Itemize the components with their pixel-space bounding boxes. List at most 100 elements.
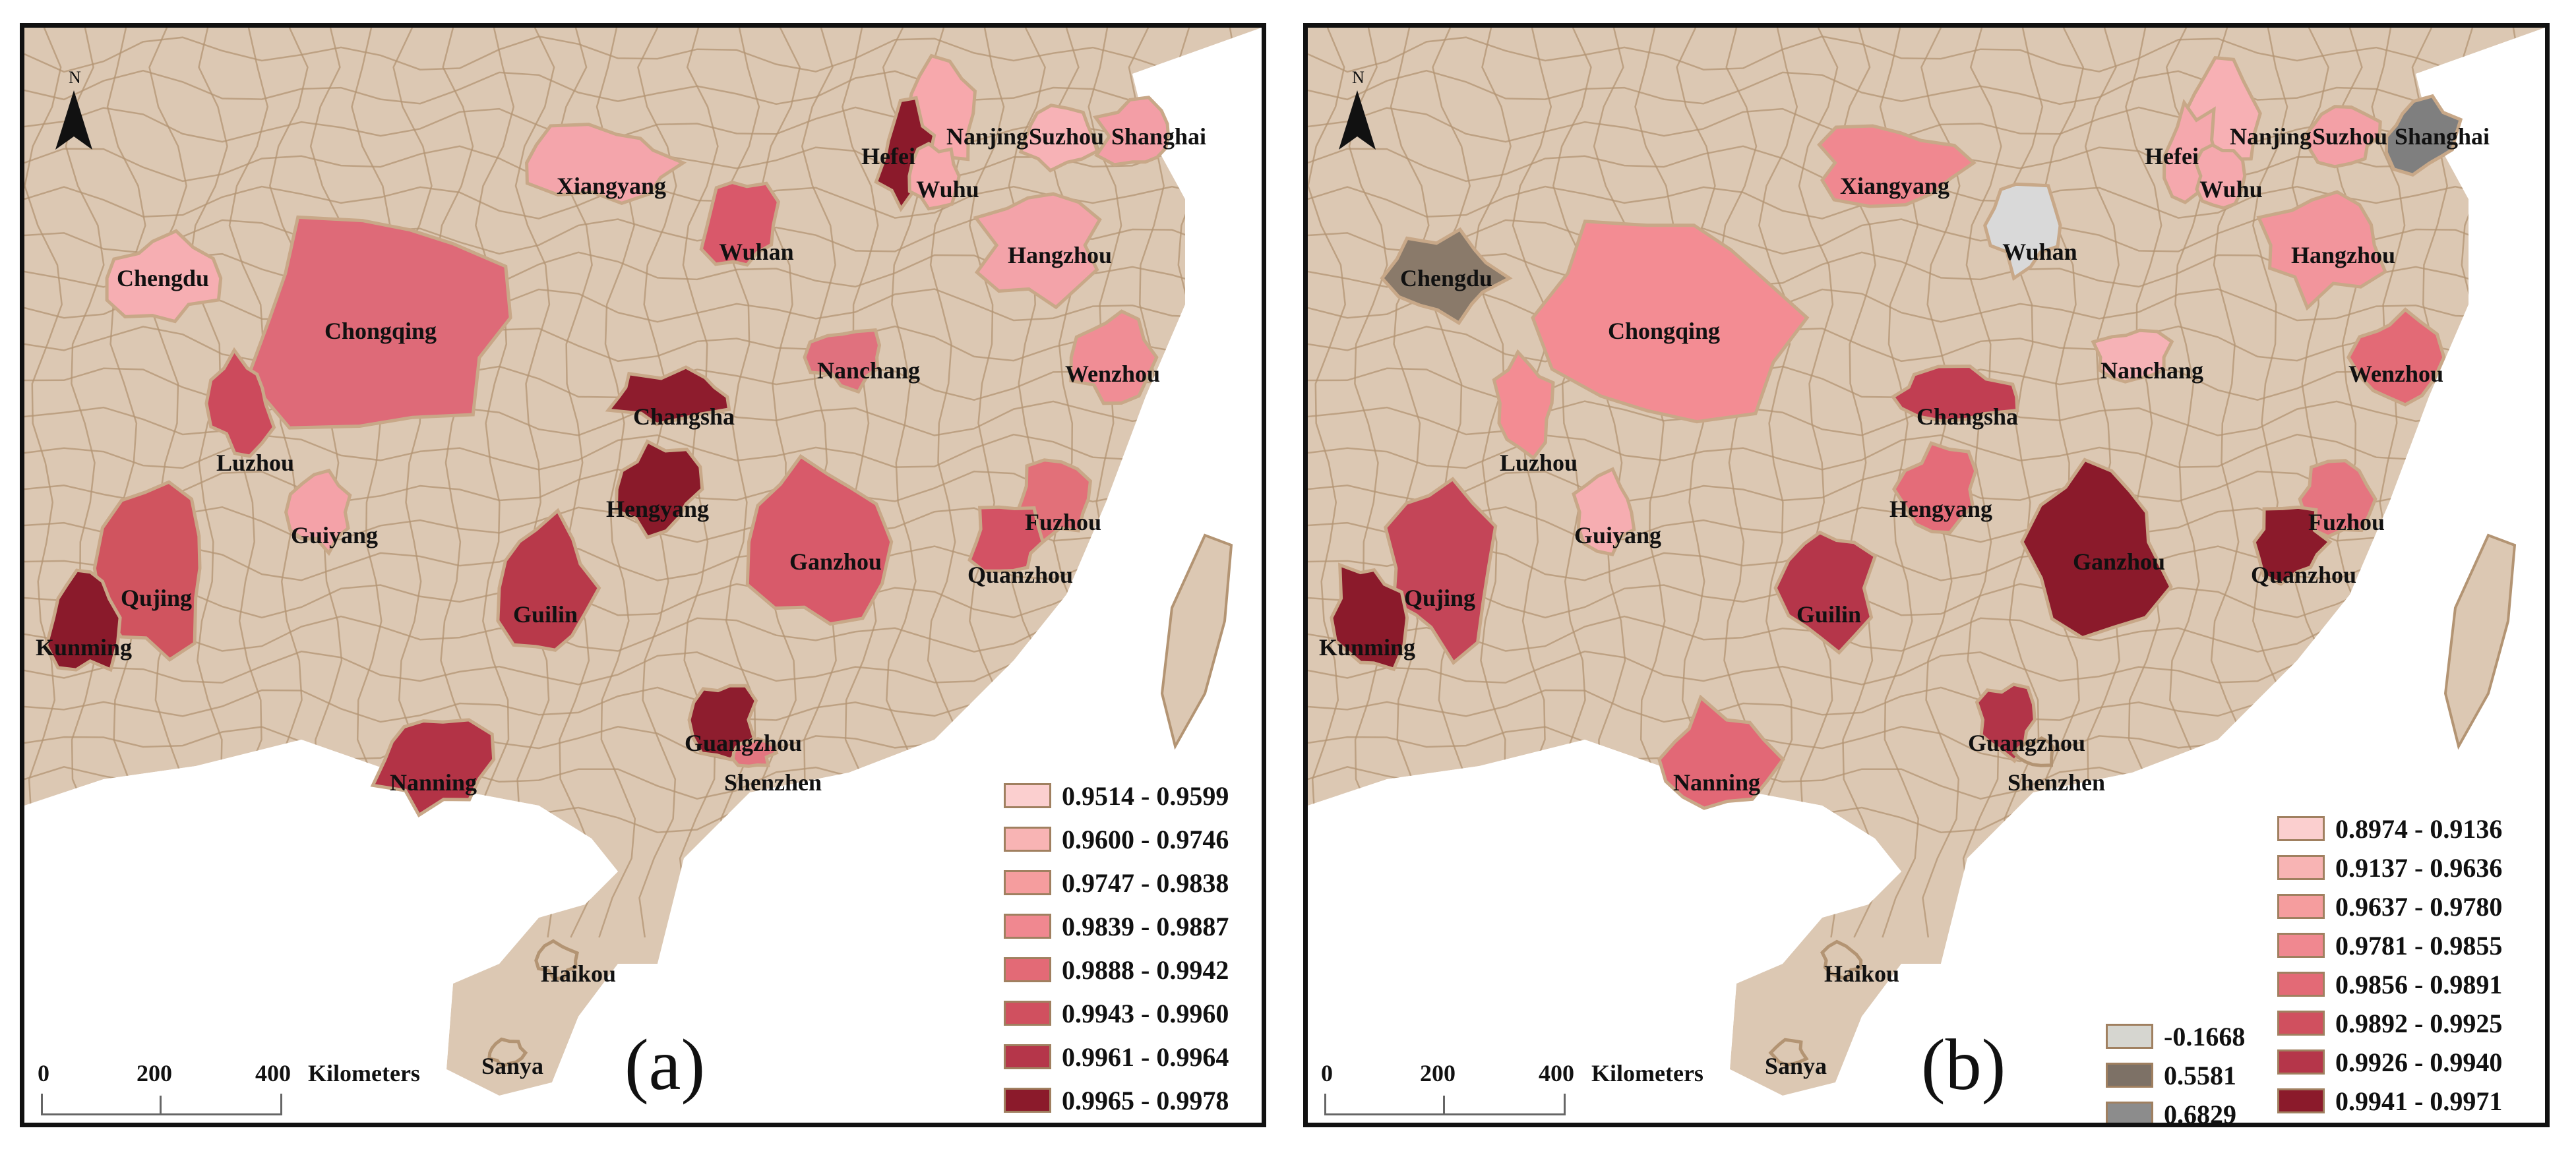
city-label-guangzhou: Guangzhou: [684, 730, 803, 756]
panel-letter: (b): [1921, 1024, 2006, 1105]
city-label-quanzhou: Quanzhou: [2250, 562, 2357, 588]
city-label-hefei: Hefei: [861, 143, 915, 169]
city-label-wuhan: Wuhan: [719, 239, 794, 265]
legend-label: 0.9965 - 0.9978: [1062, 1085, 1229, 1115]
legend-swatch: [2277, 1011, 2325, 1036]
legend-item: 0.9892 - 0.9925: [2277, 1007, 2502, 1040]
city-label-shenzhen: Shenzhen: [2007, 769, 2106, 796]
city-region-sanya: [487, 1037, 528, 1069]
taiwan-shape: [1160, 533, 1233, 750]
legend-label: 0.8974 - 0.9136: [2335, 813, 2503, 844]
city-region-shanghai: [1092, 96, 1171, 167]
legend-label: 0.9926 - 0.9940: [2335, 1047, 2503, 1077]
legend-label: 0.9514 - 0.9599: [1062, 781, 1229, 811]
city-label-guilin: Guilin: [512, 601, 578, 628]
city-label-nanjing: Nanjing: [2229, 123, 2312, 150]
scale-unit-label: Kilometers: [308, 1060, 420, 1086]
legend-swatch: [2106, 1063, 2153, 1088]
city-label-changsha: Changsha: [1916, 403, 2019, 430]
legend-label: 0.9888 - 0.9942: [1062, 955, 1229, 985]
city-label-fuzhou: Fuzhou: [1024, 509, 1102, 535]
scale-bar: [1324, 1094, 1566, 1115]
city-label-quanzhou: Quanzhou: [967, 562, 1074, 588]
north-arrow-icon: N: [54, 68, 94, 153]
city-label-ganzhou: Ganzhou: [2072, 548, 2166, 575]
north-label: N: [69, 68, 81, 87]
city-label-wuhu: Wuhu: [916, 176, 979, 202]
city-label-kunming: Kunming: [1318, 634, 1416, 661]
city-label-hefei: Hefei: [2145, 143, 2199, 169]
legend-item: 0.9888 - 0.9942: [1004, 953, 1229, 986]
city-label-wuhan: Wuhan: [2002, 239, 2077, 265]
legend-swatch: [2277, 972, 2325, 997]
scale-bar-tick: [1443, 1096, 1445, 1115]
city-region-hangzhou: [2256, 190, 2387, 311]
legend-label: 0.9747 - 0.9838: [1062, 868, 1229, 898]
city-label-luzhou: Luzhou: [1499, 450, 1578, 476]
city-label-nanning: Nanning: [1672, 769, 1761, 796]
city-region-shenzhen: [2011, 736, 2056, 767]
city-label-wenzhou: Wenzhou: [1064, 361, 1161, 387]
panel-letter: (a): [625, 1024, 706, 1105]
legend-swatch: [1004, 783, 1051, 808]
legend-item: 0.9514 - 0.9599: [1004, 779, 1229, 812]
city-label-shanghai: Shanghai: [2394, 123, 2490, 150]
city-region-xiangyang: [1817, 124, 1977, 208]
legend-item: 0.8974 - 0.9136: [2277, 812, 2502, 845]
city-region-nanning: [370, 718, 496, 818]
city-region-guilin: [496, 508, 601, 652]
city-label-fuzhou: Fuzhou: [2308, 509, 2385, 535]
legend-label: 0.9856 - 0.9891: [2335, 969, 2503, 999]
scale-tick-label: 200: [137, 1060, 172, 1086]
city-label-changsha: Changsha: [632, 403, 735, 430]
legend-swatch: [2277, 816, 2325, 841]
scale-unit-label: Kilometers: [1591, 1060, 1703, 1086]
legend-swatch: [2277, 933, 2325, 958]
legend-item: 0.9637 - 0.9780: [2277, 890, 2502, 923]
city-region-shenzhen: [731, 736, 779, 768]
legend-label: 0.6829: [2164, 1099, 2236, 1127]
scale-bar-tick: [160, 1096, 162, 1115]
city-label-kunming: Kunming: [35, 634, 133, 661]
legend-item: 0.9839 - 0.9887: [1004, 910, 1229, 943]
city-region-hengyang: [1891, 441, 1978, 535]
map-canvas: [24, 28, 1262, 1123]
legend-swatch: [2277, 855, 2325, 880]
scale-tick-label: 400: [1539, 1060, 1574, 1086]
city-region-changsha: [605, 365, 731, 427]
city-region-sanya: [1768, 1038, 1809, 1067]
legend-label: 0.9137 - 0.9636: [2335, 852, 2503, 883]
legend-label: 0.9941 - 0.9971: [2335, 1086, 2503, 1116]
city-region-nanchang: [803, 328, 882, 394]
scale-bar: [41, 1094, 282, 1115]
city-label-hengyang: Hengyang: [605, 496, 710, 522]
map-panel-a: Nanjing Hefei Wuhu Suzhou Shanghai Xiangyang W…: [20, 23, 1266, 1127]
map-canvas: [1308, 28, 2545, 1123]
scale-tick-label: 400: [255, 1060, 291, 1086]
city-label-qujing: Qujing: [1403, 585, 1476, 611]
city-label-chongqing: Chongqing: [1607, 318, 1721, 344]
legend-item: 0.9965 - 0.9978: [1004, 1084, 1229, 1117]
city-label-hangzhou: Hangzhou: [2290, 242, 2396, 268]
city-label-nanchang: Nanchang: [2100, 357, 2204, 384]
legend-swatch: [1004, 1044, 1051, 1069]
city-label-qujing: Qujing: [120, 585, 193, 611]
city-region-fuzhou: [2298, 459, 2377, 539]
city-region-ganzhou: [2020, 457, 2173, 640]
city-label-chengdu: Chengdu: [116, 265, 210, 291]
legend-swatch: [1004, 1001, 1051, 1026]
legend-label: 0.9839 - 0.9887: [1062, 911, 1229, 941]
city-region-guilin: [1773, 530, 1878, 655]
legend-item: 0.9926 - 0.9940: [2277, 1046, 2502, 1078]
city-label-wenzhou: Wenzhou: [2348, 361, 2444, 387]
city-label-sanya: Sanya: [1764, 1053, 1827, 1079]
city-label-guilin: Guilin: [1796, 601, 1862, 628]
legend-item: 0.9943 - 0.9960: [1004, 997, 1229, 1030]
legend-label: 0.9600 - 0.9746: [1062, 824, 1229, 854]
city-label-haikou: Haikou: [1824, 960, 1900, 987]
legend-swatch: [1004, 914, 1051, 939]
city-label-hengyang: Hengyang: [1889, 496, 1993, 522]
legend-swatch: [2106, 1024, 2153, 1049]
legend-item: -0.1668: [2106, 1020, 2245, 1053]
legend-item: 0.9961 - 0.9964: [1004, 1040, 1229, 1073]
